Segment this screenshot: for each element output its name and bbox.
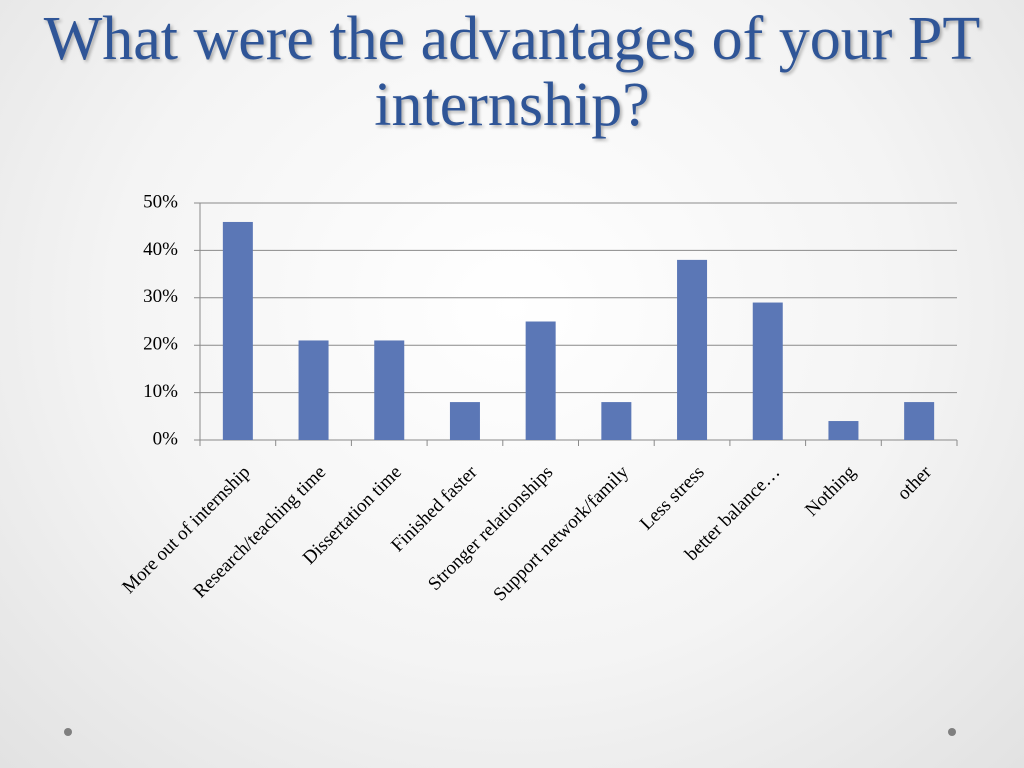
y-tick-label: 20% bbox=[143, 334, 178, 355]
bar bbox=[752, 302, 783, 440]
bar bbox=[601, 402, 632, 440]
x-tick-label: Support network/family bbox=[489, 461, 633, 605]
bar bbox=[222, 221, 253, 440]
bar bbox=[525, 321, 556, 440]
x-tick-label: Stronger relationships bbox=[424, 462, 557, 595]
bar bbox=[677, 259, 708, 440]
bar bbox=[374, 340, 405, 440]
x-tick-label: Less stress bbox=[636, 462, 709, 535]
y-tick-label: 50% bbox=[143, 191, 178, 212]
x-tick-label: other bbox=[893, 461, 936, 504]
bar bbox=[298, 340, 329, 440]
x-tick-label: Research/teaching time bbox=[190, 462, 331, 603]
bar bbox=[828, 421, 859, 440]
x-tick-label: More out of internship bbox=[118, 462, 254, 598]
y-tick-label: 40% bbox=[143, 239, 178, 260]
decor-dot bbox=[64, 728, 72, 736]
bar bbox=[449, 402, 480, 440]
chart-title: What were the advantages of your PT inte… bbox=[43, 5, 981, 139]
bar bbox=[904, 402, 935, 440]
decor-dot bbox=[948, 728, 956, 736]
x-tick-label: Nothing bbox=[801, 461, 860, 520]
y-tick-label: 30% bbox=[143, 286, 178, 307]
y-tick-label: 0% bbox=[153, 428, 179, 449]
y-tick-label: 10% bbox=[143, 381, 178, 402]
